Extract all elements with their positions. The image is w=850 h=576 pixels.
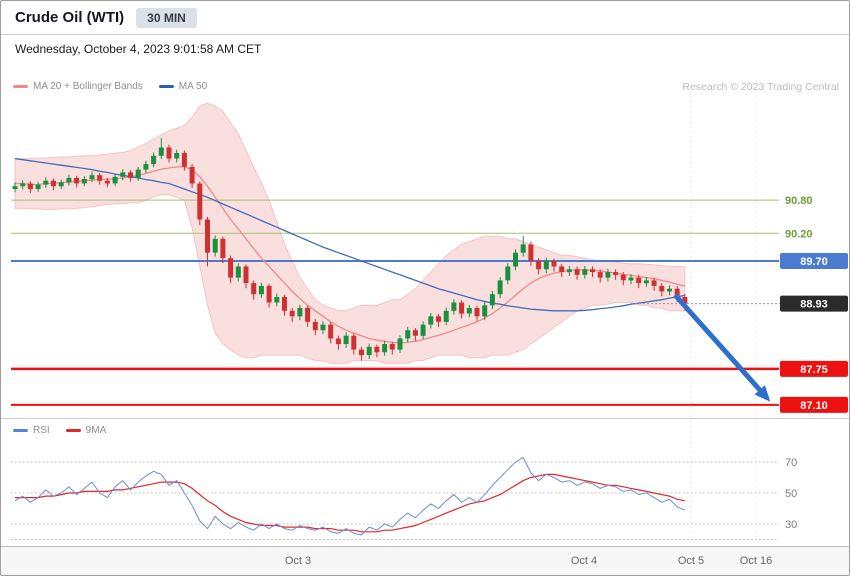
timeframe-badge: 30 MIN: [136, 7, 197, 28]
rsi-legend: RSI 9MA: [13, 425, 106, 436]
svg-text:89.70: 89.70: [800, 256, 828, 268]
svg-text:Oct 16: Oct 16: [740, 555, 772, 567]
svg-text:Oct 4: Oct 4: [571, 555, 597, 567]
svg-text:87.10: 87.10: [800, 400, 828, 412]
nine-ma-swatch-icon: [65, 429, 81, 432]
header: Crude Oil (WTI) 30 MIN: [1, 1, 849, 34]
legend-ma50-label: MA 50: [178, 81, 208, 92]
copyright-text: Research © 2023 Trading Central: [682, 81, 839, 93]
svg-text:Oct 5: Oct 5: [678, 555, 704, 567]
legend-ma20-bollinger-label: MA 20 + Bollinger Bands: [33, 81, 143, 92]
svg-text:87.75: 87.75: [800, 364, 828, 376]
legend-9ma-label: 9MA: [85, 425, 107, 436]
legend-9ma: 9MA: [65, 425, 107, 436]
svg-text:90.20: 90.20: [785, 228, 813, 240]
legend-ma20-bollinger: MA 20 + Bollinger Bands: [13, 81, 143, 92]
svg-text:Oct 3: Oct 3: [285, 555, 311, 567]
price-chart-legend: MA 20 + Bollinger Bands MA 50: [13, 81, 207, 92]
legend-ma50: MA 50: [158, 81, 208, 92]
legend-rsi-label: RSI: [33, 425, 50, 436]
svg-text:70: 70: [785, 457, 797, 469]
legend-rsi: RSI: [13, 425, 50, 436]
instrument-title: Crude Oil (WTI): [15, 9, 125, 26]
rsi-swatch-icon: [13, 429, 28, 432]
svg-text:90.80: 90.80: [785, 195, 813, 207]
svg-text:30: 30: [785, 519, 797, 531]
chart-timestamp: Wednesday, October 4, 2023 9:01:58 AM CE…: [15, 42, 262, 56]
ma50-swatch-icon: [158, 85, 174, 88]
svg-text:50: 50: [785, 488, 797, 500]
ma20-bollinger-swatch-icon: [13, 85, 28, 88]
svg-text:88.93: 88.93: [800, 299, 828, 311]
